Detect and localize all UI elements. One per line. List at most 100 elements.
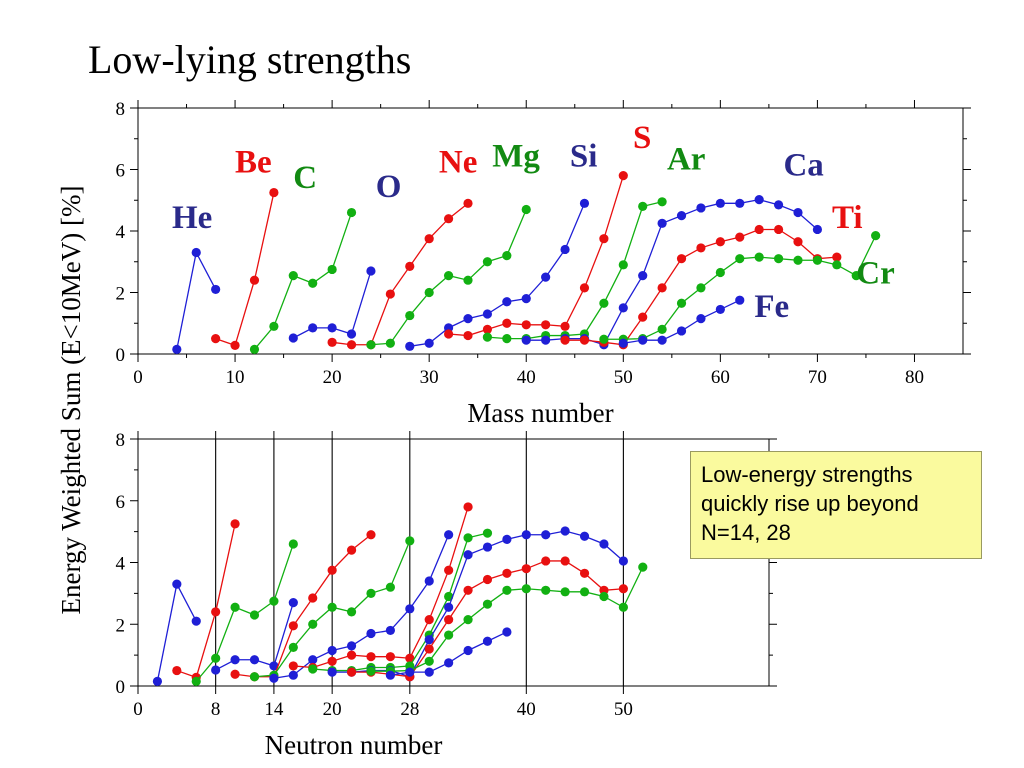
data-point-cr — [444, 630, 454, 640]
data-point-ti — [579, 335, 590, 345]
data-point-ti — [560, 556, 570, 566]
element-label-o: O — [376, 169, 402, 205]
series-line-s — [448, 175, 624, 337]
data-point-cr — [715, 267, 725, 278]
neutron-number-chart: 0 8 14 20 28 40 50 0 2 4 6 8 Neutron number — [116, 430, 777, 760]
data-point-fe — [735, 295, 745, 305]
mass-number-chart: 0 10 20 30 40 50 60 70 80 0 2 4 6 8 Mass number He Be C O N… — [116, 99, 971, 428]
data-point-ca — [696, 203, 706, 213]
data-point-mg — [346, 607, 357, 617]
element-label-c: C — [293, 160, 317, 196]
data-point-be — [172, 665, 182, 676]
x-tick-label: 40 — [517, 699, 536, 720]
data-point-ca — [541, 530, 551, 540]
data-point-s — [618, 171, 628, 181]
data-point-ca — [463, 550, 473, 560]
data-point-s — [463, 502, 473, 512]
element-label-fe: Fe — [754, 289, 789, 325]
x-tick-label: 40 — [517, 367, 536, 388]
data-point-fe — [618, 338, 628, 348]
data-point-c — [249, 344, 260, 354]
data-point-ca — [521, 530, 531, 540]
data-point-ne — [366, 530, 376, 540]
data-point-ar — [618, 260, 628, 270]
note-line-3: N=14, 28 — [701, 520, 791, 545]
series-line-si — [409, 203, 586, 347]
data-point-ti — [424, 644, 434, 654]
data-point-mg — [405, 536, 415, 546]
data-point-mg — [385, 582, 395, 592]
data-point-ca — [812, 224, 823, 235]
data-point-mg — [385, 338, 395, 348]
data-point-si — [405, 604, 415, 614]
series-line-ar — [487, 201, 663, 340]
data-point-cr — [521, 584, 531, 594]
data-point-cr — [502, 585, 512, 595]
data-point-be — [211, 607, 221, 617]
element-label-s: S — [633, 120, 651, 156]
data-point-ar — [444, 591, 454, 602]
data-point-cr — [812, 255, 823, 265]
data-point-mg — [424, 287, 434, 298]
note-line-2: quickly rise up beyond — [701, 491, 919, 516]
data-point-ca — [599, 539, 609, 549]
element-label-ti: Ti — [832, 200, 863, 236]
data-point-ti — [541, 556, 551, 566]
data-point-si — [366, 628, 376, 639]
data-point-si — [444, 530, 454, 540]
data-point-fe — [482, 636, 493, 646]
data-point-si — [482, 309, 493, 319]
data-point-cr — [618, 602, 628, 612]
series-line-be — [215, 192, 275, 347]
x-axis-label: Neutron number — [265, 730, 443, 760]
y-tick-label: 6 — [116, 161, 126, 182]
data-point-ne — [424, 234, 434, 244]
data-point-s — [443, 329, 454, 339]
data-point-o — [269, 661, 279, 671]
data-point-cr — [851, 270, 861, 281]
data-point-si — [579, 198, 590, 208]
data-point-ca — [676, 211, 687, 221]
data-point-c — [230, 602, 240, 612]
data-point-cr — [773, 254, 784, 264]
data-point-ca — [638, 270, 648, 281]
data-point-ca — [424, 635, 434, 645]
data-point-mg — [366, 340, 376, 350]
x-tick-label: 14 — [264, 699, 284, 720]
data-point-si — [521, 294, 531, 304]
series-line-ar — [312, 532, 488, 672]
data-point-s — [424, 615, 434, 625]
data-point-ca — [715, 198, 725, 208]
data-point-ne — [385, 289, 395, 299]
data-point-ar — [502, 334, 512, 344]
data-point-cr — [657, 324, 667, 334]
data-point-ne — [405, 261, 415, 271]
data-point-cr — [871, 231, 881, 241]
data-point-ca — [579, 531, 590, 541]
y-tick-label: 2 — [116, 615, 126, 636]
data-point-si — [385, 625, 395, 636]
data-point-si — [424, 338, 434, 348]
data-point-ca — [754, 195, 764, 205]
data-point-o — [230, 655, 240, 665]
data-point-ti — [696, 243, 706, 253]
data-point-ti — [793, 237, 803, 247]
data-point-he — [172, 344, 182, 354]
data-point-ne — [230, 669, 240, 679]
data-point-o — [308, 323, 318, 333]
data-point-cr — [754, 252, 764, 262]
data-point-c — [269, 596, 279, 606]
data-point-ne — [346, 545, 357, 555]
data-point-c — [346, 207, 357, 218]
data-point-ca — [735, 198, 745, 208]
data-point-fe — [638, 335, 648, 345]
data-point-ti — [463, 585, 473, 595]
data-point-s — [288, 661, 298, 671]
data-point-ca — [618, 303, 628, 313]
data-point-ca — [793, 207, 803, 218]
x-tick-label: 0 — [133, 367, 143, 388]
y-tick-label: 8 — [116, 99, 126, 120]
slide-title: Low-lying strengths — [88, 37, 412, 82]
data-point-ti — [676, 254, 687, 264]
